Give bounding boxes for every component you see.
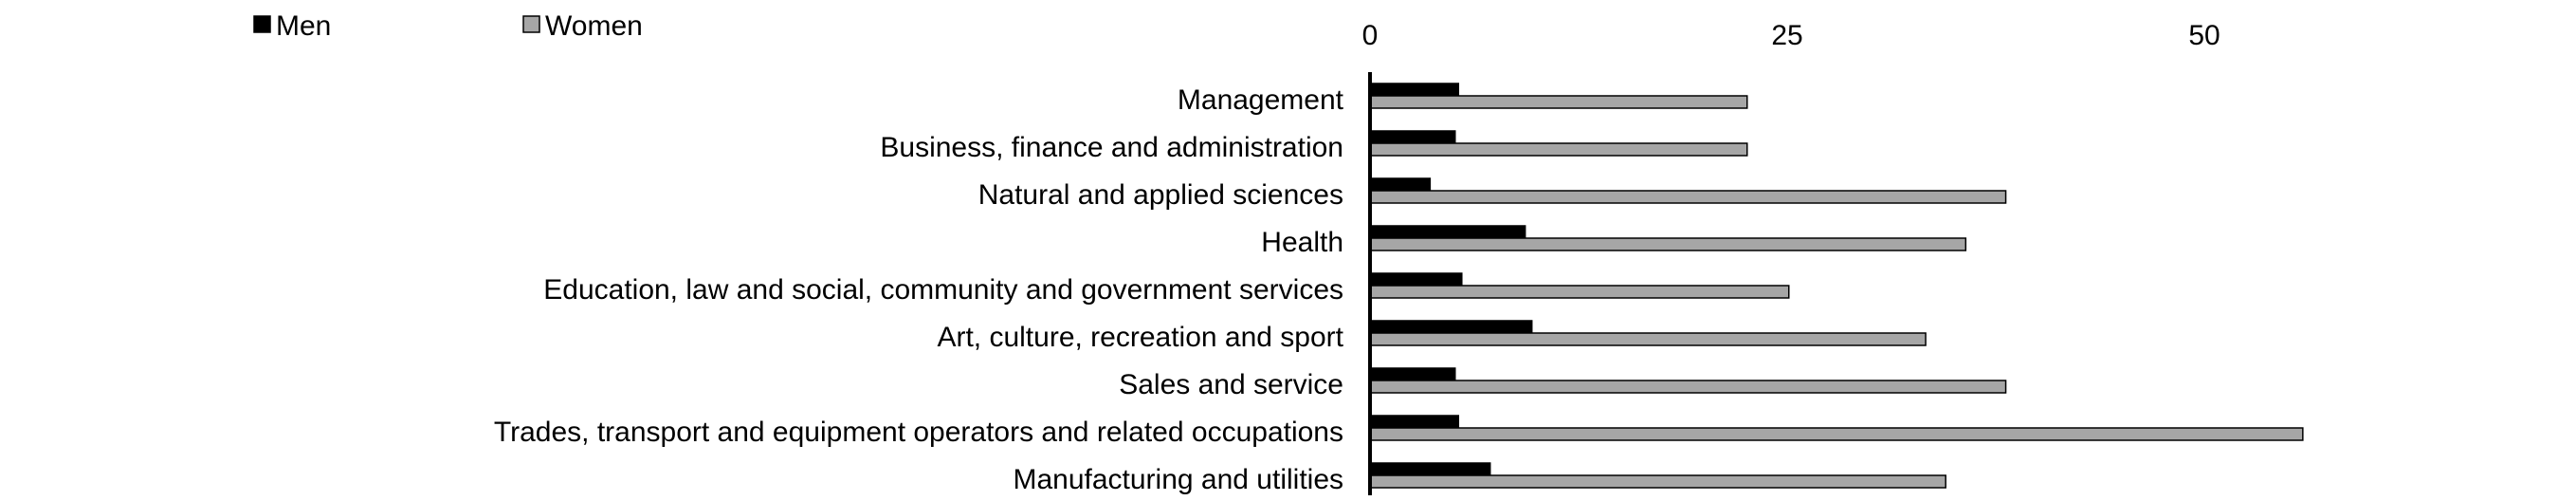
bar-men xyxy=(1369,415,1460,429)
legend-label-men: Men xyxy=(276,10,331,42)
legend: Men Women xyxy=(253,10,643,42)
category-label: Natural and applied sciences xyxy=(978,179,1343,211)
bar-men xyxy=(1369,83,1460,97)
bar-women xyxy=(1369,190,2007,204)
category-label: Management xyxy=(1178,84,1344,116)
category-label: Manufacturing and utilities xyxy=(1013,464,1343,495)
category-labels: Management Business, finance and administ… xyxy=(494,84,1344,495)
bar-women xyxy=(1369,95,1748,109)
x-tick-label: 50 xyxy=(2188,20,2220,51)
bar-women xyxy=(1369,380,2007,394)
bar-men xyxy=(1369,177,1432,192)
bar-men xyxy=(1369,320,1533,334)
category-label: Trades, transport and equipment operator… xyxy=(494,417,1343,448)
bar-men xyxy=(1369,462,1491,476)
bar-men xyxy=(1369,272,1463,287)
category-label: Business, finance and administration xyxy=(880,132,1343,163)
legend-swatch-men xyxy=(253,15,271,33)
x-tick-label: 0 xyxy=(1362,20,1379,51)
category-label: Education, law and social, community and… xyxy=(543,274,1343,306)
category-label: Health xyxy=(1261,227,1343,258)
x-tick-label: 25 xyxy=(1771,20,1802,51)
bar-women xyxy=(1369,332,1927,346)
bar-women xyxy=(1369,237,1967,251)
category-label: Sales and service xyxy=(1119,369,1343,400)
bar-men xyxy=(1369,130,1456,144)
bars xyxy=(1369,83,2304,489)
bar-women xyxy=(1369,427,2304,441)
bar-women xyxy=(1369,142,1748,157)
legend-label-women: Women xyxy=(545,10,643,42)
x-axis-ticks: 0 25 50 xyxy=(1362,20,2220,51)
bar-women xyxy=(1369,474,1946,489)
bar-men xyxy=(1369,367,1456,381)
bar-women xyxy=(1369,285,1790,299)
bar-men xyxy=(1369,225,1526,239)
legend-swatch-women xyxy=(522,15,540,33)
category-label: Art, culture, recreation and sport xyxy=(937,322,1343,353)
